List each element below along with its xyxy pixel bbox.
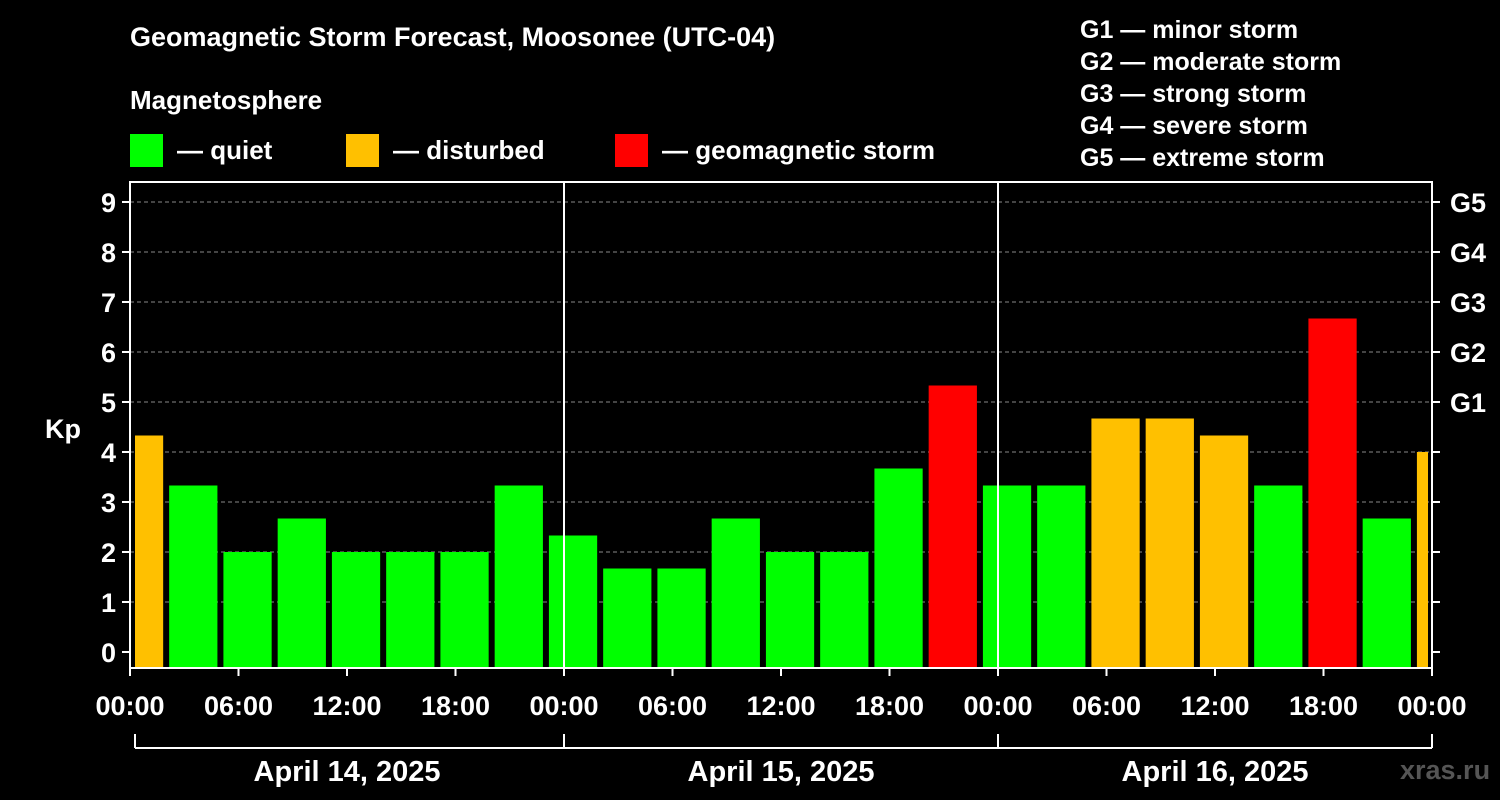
kp-bar	[603, 568, 652, 668]
kp-bar	[711, 518, 760, 668]
kp-bar	[1091, 418, 1140, 668]
x-tick-label: 18:00	[1289, 691, 1358, 721]
g-scale-list: G1 — minor storm G2 — moderate storm G3 …	[1080, 14, 1341, 174]
x-tick-label: 06:00	[638, 691, 707, 721]
kp-bar	[874, 468, 923, 668]
y-tick-label: 3	[101, 488, 116, 518]
kp-bar	[548, 535, 598, 668]
g-scale-item: G2 — moderate storm	[1080, 48, 1342, 76]
kp-bar	[765, 552, 815, 668]
kp-bar	[928, 385, 977, 668]
g-scale-item: G3 — strong storm	[1080, 80, 1307, 108]
kp-bar	[982, 485, 1032, 668]
g-scale-item: G4 — severe storm	[1080, 112, 1308, 140]
y-tick-label: 6	[101, 338, 116, 368]
g-level-label: G2	[1450, 338, 1486, 368]
kp-bar	[277, 518, 326, 668]
x-tick-label: 00:00	[529, 691, 598, 721]
day-label: April 15, 2025	[688, 756, 875, 788]
g-level-label: G5	[1450, 188, 1486, 218]
legend-swatch-quiet	[130, 133, 163, 167]
g-level-label: G4	[1450, 238, 1486, 268]
y-tick-label: 1	[101, 588, 116, 618]
legend-label-quiet: — quiet	[177, 134, 273, 165]
kp-bar	[169, 485, 218, 668]
kp-bar	[440, 552, 489, 668]
kp-bar	[1199, 435, 1249, 668]
x-tick-label: 00:00	[963, 691, 1032, 721]
kp-bar	[331, 552, 381, 668]
day-label: April 14, 2025	[254, 756, 441, 788]
g-level-label: G1	[1450, 388, 1486, 418]
kp-bar	[386, 552, 435, 668]
legend-item-storm: — geomagnetic storm	[615, 133, 935, 167]
y-tick-label: 2	[101, 538, 116, 568]
y-tick-label: 9	[101, 188, 116, 218]
legend-label-storm: — geomagnetic storm	[662, 134, 936, 165]
x-tick-label: 00:00	[1397, 691, 1466, 721]
x-tick-label: 06:00	[204, 691, 273, 721]
x-tick-label: 06:00	[1072, 691, 1141, 721]
y-tick-label: 7	[101, 288, 116, 318]
x-tick-label: 00:00	[95, 691, 164, 721]
legend-swatch-storm	[615, 133, 648, 167]
kp-bar	[494, 485, 543, 668]
legend-item-quiet: — quiet	[130, 133, 272, 167]
y-tick-label: 5	[101, 388, 116, 418]
y-tick-label: 0	[101, 638, 116, 668]
g-scale-item: G5 — extreme storm	[1080, 144, 1325, 172]
y-axis-label: Kp	[45, 414, 81, 444]
kp-bar	[1145, 418, 1194, 668]
kp-bar	[1362, 518, 1411, 668]
x-tick-label: 18:00	[421, 691, 490, 721]
kp-bar	[1037, 485, 1086, 668]
x-tick-label: 12:00	[312, 691, 381, 721]
legend-item-disturbed: — disturbed	[346, 133, 545, 167]
legend-heading: Magnetosphere	[130, 85, 323, 115]
legend-label-disturbed: — disturbed	[393, 134, 545, 165]
legend-swatch-disturbed	[346, 133, 379, 167]
kp-bar	[135, 435, 164, 668]
y-tick-label: 4	[101, 438, 116, 468]
x-tick-label: 12:00	[746, 691, 815, 721]
g-level-label: G3	[1450, 288, 1486, 318]
y-tick-label: 8	[101, 238, 116, 268]
kp-bar	[1254, 485, 1303, 668]
g-scale-item: G1 — minor storm	[1080, 16, 1299, 44]
kp-bar	[223, 552, 272, 668]
chart-title: Geomagnetic Storm Forecast, Moosonee (UT…	[130, 22, 776, 52]
kp-bar	[820, 552, 869, 668]
kp-bar	[1416, 452, 1428, 668]
day-label: April 16, 2025	[1122, 756, 1309, 788]
x-tick-label: 12:00	[1180, 691, 1249, 721]
watermark: xras.ru	[1400, 755, 1491, 785]
x-tick-label: 18:00	[855, 691, 924, 721]
kp-bar	[1308, 318, 1357, 668]
kp-bar	[657, 568, 706, 668]
